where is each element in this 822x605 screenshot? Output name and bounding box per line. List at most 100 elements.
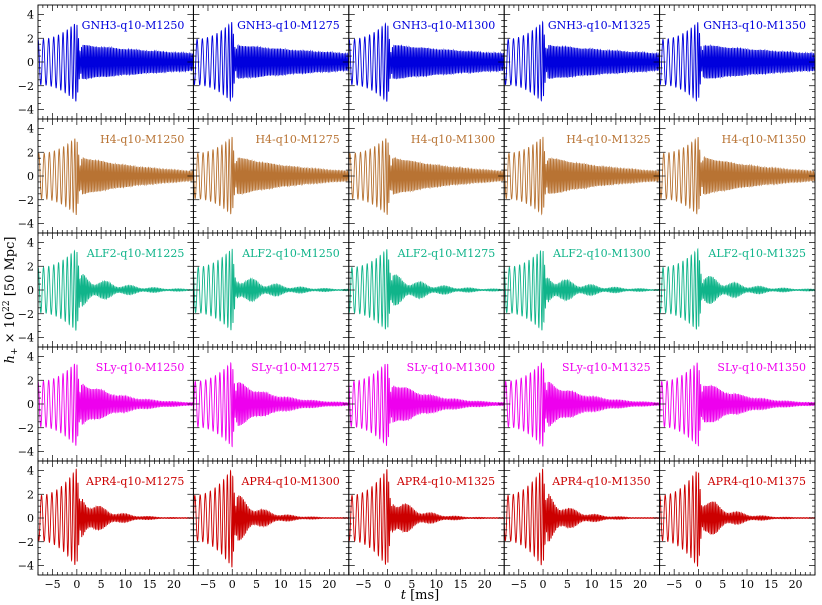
y-axis-label-subscript: + xyxy=(10,348,20,356)
y-tick-label: −4 xyxy=(18,446,34,459)
x-tick-label: 5 xyxy=(719,578,726,591)
waveform-series-H4-q10-M1325 xyxy=(504,136,660,216)
panel-APR4-q10-M1300: APR4-q10-M1300 −5 0 5 10 15 20 xyxy=(192,460,350,591)
panel-label: GNH3-q10-M1275 xyxy=(237,19,340,32)
y-tick-label: −4 xyxy=(18,218,34,231)
y-tick-label: 2 xyxy=(27,32,34,45)
x-tick-label: −5 xyxy=(355,578,371,591)
y-tick-label: 4 xyxy=(27,465,34,478)
waveform-series-ALF2-q10-M1250 xyxy=(193,248,349,331)
y-axis-label-symbol: h xyxy=(3,355,18,363)
waveform-series-H4-q10-M1350 xyxy=(659,137,815,215)
x-tick-label: 10 xyxy=(429,578,443,591)
x-tick-label: 5 xyxy=(98,578,105,591)
waveform-series-ALF2-q10-M1325 xyxy=(659,247,815,330)
waveform-series-H4-q10-M1275 xyxy=(193,136,349,215)
x-tick-label: 5 xyxy=(408,578,415,591)
waveform-series-SLy-q10-M1250 xyxy=(38,363,194,446)
panel-label: H4-q10-M1325 xyxy=(566,133,650,146)
panel-APR4-q10-M1275: APR4-q10-M1275 −4 −2 0 2 4 −5 0 5 10 15 20 xyxy=(18,460,194,591)
panel-label: SLy-q10-M1325 xyxy=(562,361,651,374)
panel-label: H4-q10-M1250 xyxy=(100,133,184,146)
y-axis-label-units: [50 Mpc] xyxy=(3,237,18,301)
panel-label: GNH3-q10-M1300 xyxy=(392,19,495,32)
waveform-series-SLy-q10-M1275 xyxy=(193,361,349,448)
waveform-series-H4-q10-M1300 xyxy=(348,138,505,215)
waveform-series-APR4-q10-M1275 xyxy=(38,468,194,565)
panel-label: ALF2-q10-M1325 xyxy=(707,247,806,260)
x-tick-label: 15 xyxy=(143,578,157,591)
panel-APR4-q10-M1325: APR4-q10-M1325 −5 0 5 10 15 20 xyxy=(348,460,505,591)
x-tick-label: 20 xyxy=(167,578,181,591)
y-axis-label: h+ × 1022 [50 Mpc] xyxy=(2,237,20,364)
panel-H4-q10-M1250: H4-q10-M1250 −4 −2 0 2 4 xyxy=(18,118,194,234)
panel-label: H4-q10-M1300 xyxy=(411,133,495,146)
panel-ALF2-q10-M1300: ALF2-q10-M1300 xyxy=(503,232,661,348)
x-axis-label-units: [ms] xyxy=(406,588,439,603)
panel-GNH3-q10-M1250: GNH3-q10-M1250 −4 −2 0 2 4 xyxy=(18,4,194,120)
panel-label: ALF2-q10-M1225 xyxy=(86,247,185,260)
x-tick-label: 15 xyxy=(764,578,778,591)
panel-ALF2-q10-M1250: ALF2-q10-M1250 xyxy=(192,232,350,348)
panel-SLy-q10-M1300: SLy-q10-M1300 xyxy=(348,346,505,462)
waveform-series-GNH3-q10-M1250 xyxy=(38,23,194,102)
x-tick-label: 5 xyxy=(253,578,260,591)
y-tick-label: 2 xyxy=(27,374,34,387)
x-tick-label: 10 xyxy=(740,578,754,591)
x-tick-label: 10 xyxy=(274,578,288,591)
panel-label: ALF2-q10-M1275 xyxy=(397,247,496,260)
panel-GNH3-q10-M1275: GNH3-q10-M1275 xyxy=(192,4,350,120)
x-tick-label: −5 xyxy=(200,578,216,591)
y-tick-label: −4 xyxy=(18,560,34,573)
panel-GNH3-q10-M1300: GNH3-q10-M1300 xyxy=(348,4,505,120)
panel-label: APR4-q10-M1375 xyxy=(707,475,806,488)
panel-label: GNH3-q10-M1250 xyxy=(82,19,185,32)
panel-ALF2-q10-M1225: ALF2-q10-M1225 −4 −2 0 2 4 xyxy=(18,232,194,348)
x-axis-label-symbol: t xyxy=(401,588,407,603)
y-axis-label-superscript: 22 xyxy=(2,300,12,311)
x-tick-label: 0 xyxy=(695,578,702,591)
y-tick-label: 0 xyxy=(27,56,34,69)
waveform-series-APR4-q10-M1350 xyxy=(504,468,660,566)
panel-SLy-q10-M1350: SLy-q10-M1350 xyxy=(659,346,816,462)
x-tick-label: 20 xyxy=(789,578,803,591)
svg-text:t [ms]: t [ms] xyxy=(401,588,440,603)
panel-H4-q10-M1325: H4-q10-M1325 xyxy=(503,118,661,234)
x-tick-label: −5 xyxy=(666,578,682,591)
waveform-series-APR4-q10-M1300 xyxy=(193,469,349,568)
panel-GNH3-q10-M1350: GNH3-q10-M1350 xyxy=(659,4,816,120)
x-tick-label: 20 xyxy=(633,578,647,591)
x-axis-label: t [ms] xyxy=(401,588,440,603)
panel-label: ALF2-q10-M1300 xyxy=(552,247,651,260)
y-axis-label-mid: × 10 xyxy=(3,312,18,348)
waveform-series-H4-q10-M1250 xyxy=(38,138,194,215)
panel-label: SLy-q10-M1250 xyxy=(96,361,185,374)
waveform-series-SLy-q10-M1350 xyxy=(659,362,815,447)
x-tick-label: 0 xyxy=(540,578,547,591)
x-tick-label: 0 xyxy=(229,578,236,591)
waveform-series-GNH3-q10-M1300 xyxy=(348,22,505,102)
x-tick-label: 15 xyxy=(298,578,312,591)
panel-label: SLy-q10-M1350 xyxy=(717,361,806,374)
panel-GNH3-q10-M1325: GNH3-q10-M1325 xyxy=(503,4,661,120)
panel-H4-q10-M1350: H4-q10-M1350 xyxy=(659,118,816,234)
panel-grid: GNH3-q10-M1250 −4 −2 0 2 4 GNH3-q10-M1275 GNH3-… xyxy=(18,4,816,591)
waveform-series-GNH3-q10-M1325 xyxy=(504,20,660,102)
panel-label: SLy-q10-M1300 xyxy=(407,361,496,374)
x-tick-label: 10 xyxy=(585,578,599,591)
panel-label: GNH3-q10-M1350 xyxy=(703,19,806,32)
panel-ALF2-q10-M1275: ALF2-q10-M1275 xyxy=(348,232,505,348)
x-tick-label: 20 xyxy=(322,578,336,591)
y-tick-label: −2 xyxy=(18,194,34,207)
y-tick-label: 0 xyxy=(27,512,34,525)
waveform-series-GNH3-q10-M1275 xyxy=(193,22,349,103)
y-tick-label: −4 xyxy=(18,104,34,117)
y-tick-label: −4 xyxy=(18,332,34,345)
panel-APR4-q10-M1375: APR4-q10-M1375 −5 0 5 10 15 20 xyxy=(659,460,816,591)
panel-label: APR4-q10-M1300 xyxy=(240,475,339,488)
x-tick-label: 15 xyxy=(453,578,467,591)
panel-label: H4-q10-M1275 xyxy=(255,133,339,146)
panel-APR4-q10-M1350: APR4-q10-M1350 −5 0 5 10 15 20 xyxy=(503,460,661,591)
panel-SLy-q10-M1250: SLy-q10-M1250 −4 −2 0 2 4 xyxy=(18,346,194,462)
